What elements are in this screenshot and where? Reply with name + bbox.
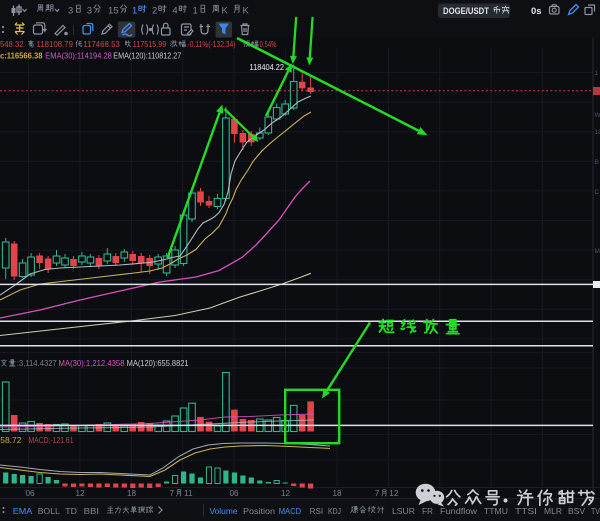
svg-text:BSV: BSV (568, 506, 585, 516)
svg-text::3,114.4327: :3,114.4327 (17, 359, 57, 368)
svg-text:06: 06 (229, 489, 239, 498)
svg-text:18: 18 (127, 489, 137, 498)
svg-text:548.32: 548.32 (0, 40, 24, 49)
svg-text:W: W (595, 112, 600, 119)
svg-text:118108.79: 118108.79 (37, 40, 74, 49)
svg-text:0.54%: 0.54% (260, 40, 277, 49)
svg-text:TTSI: TTSI (515, 506, 537, 516)
svg-text:c:116566.38: c:116566.38 (0, 52, 43, 61)
svg-text:Volume: Volume (210, 506, 238, 516)
svg-text:117468.53: 117468.53 (83, 40, 120, 49)
svg-text:Position: Position (243, 506, 275, 516)
svg-text:7: 7 (375, 489, 380, 498)
svg-text:TD: TD (65, 506, 77, 516)
svg-text:18: 18 (332, 489, 342, 498)
svg-text:EMA(30):114194.28: EMA(30):114194.28 (45, 52, 112, 61)
svg-text:12: 12 (389, 489, 399, 498)
svg-text:EMA(120):110812.27: EMA(120):110812.27 (113, 52, 181, 61)
svg-text:3: 3 (68, 6, 73, 17)
svg-text:RSI: RSI (310, 506, 324, 516)
svg-text:1: 1 (595, 70, 599, 77)
svg-text:M: M (595, 248, 600, 255)
svg-text:FR: FR (422, 506, 433, 516)
svg-text:117515.99: 117515.99 (133, 40, 167, 49)
svg-text:7: 7 (170, 489, 175, 498)
svg-text:C: C (595, 189, 600, 196)
svg-text:258.72: 258.72 (0, 436, 22, 445)
svg-text:TVolur: TVolur (591, 506, 600, 516)
svg-text:K: K (243, 6, 250, 17)
svg-text:18: 18 (595, 129, 600, 136)
svg-text:1: 1 (132, 6, 137, 17)
svg-text:1: 1 (193, 6, 198, 17)
svg-text:MACD:-121.61: MACD:-121.61 (29, 436, 74, 445)
svg-text:KDJ: KDJ (328, 506, 341, 516)
svg-text:K: K (222, 6, 229, 17)
svg-text:MA(120):655.8821: MA(120):655.8821 (127, 359, 189, 368)
svg-text:15: 15 (108, 6, 119, 17)
svg-text:BOLL: BOLL (38, 506, 60, 516)
svg-text:LSUR: LSUR (392, 506, 415, 516)
svg-text:4: 4 (172, 6, 177, 17)
svg-text:BBI: BBI (84, 506, 99, 516)
svg-text:Fundflow: Fundflow (440, 506, 478, 516)
svg-text:MLR: MLR (544, 506, 562, 516)
svg-text:11: 11 (184, 489, 193, 498)
svg-text:MA(30):1,212.4358: MA(30):1,212.4358 (59, 359, 125, 368)
svg-text:B: B (595, 159, 599, 166)
svg-text:118404.22: 118404.22 (250, 62, 285, 72)
svg-text:TTMU: TTMU (484, 506, 508, 516)
svg-text:-0.11%(-132.34): -0.11%(-132.34) (188, 40, 236, 49)
svg-text:3: 3 (87, 6, 92, 17)
svg-text:12: 12 (75, 489, 85, 498)
svg-text:06: 06 (25, 489, 35, 498)
svg-text:EMA: EMA (13, 506, 33, 516)
svg-text:MACD: MACD (279, 506, 302, 516)
svg-text:2: 2 (152, 6, 157, 17)
svg-text:12: 12 (281, 489, 291, 498)
svg-text:0s: 0s (531, 6, 542, 17)
svg-text:DOGE/USDT: DOGE/USDT (443, 6, 490, 16)
